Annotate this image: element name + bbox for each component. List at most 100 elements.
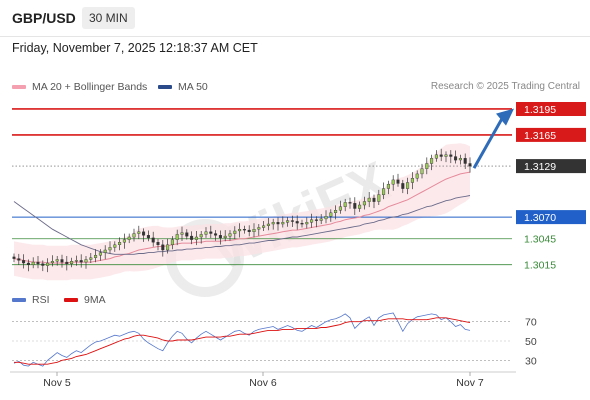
candle-body [386, 183, 390, 189]
candle-body [372, 197, 376, 202]
candle-body [252, 228, 256, 232]
candle-body [94, 254, 98, 258]
candle-body [36, 261, 40, 265]
level-label-box-pivot [516, 210, 586, 225]
candle-body [295, 221, 299, 224]
candle-body [262, 225, 266, 228]
candle-body [420, 168, 424, 175]
candle-body [26, 262, 30, 265]
candle-body [89, 257, 93, 260]
candle-body [468, 163, 472, 167]
moving-averages [13, 171, 471, 264]
legend-9ma-label: 9MA [84, 294, 106, 306]
candle-body [74, 260, 78, 262]
rsi-tick-label: 70 [525, 317, 537, 329]
candle-body [161, 244, 165, 251]
bollinger-fill [14, 143, 470, 281]
forecast-arrow-head [496, 108, 514, 126]
candle-body [190, 235, 194, 240]
candle-body [137, 231, 141, 234]
rsi-ma9-line [14, 317, 471, 365]
candle-body [430, 158, 434, 164]
timeframe-button[interactable]: 30 MIN [82, 7, 135, 29]
legend-rsi-label: RSI [32, 294, 50, 306]
candle-body [406, 182, 410, 189]
candle-body [324, 216, 328, 220]
candle-body [170, 239, 174, 246]
ma20-swatch [12, 85, 26, 90]
level-label-resistance: 1.3195 [524, 104, 556, 116]
level-lines [12, 108, 512, 266]
candle-body [305, 222, 309, 225]
candle-body [103, 249, 107, 253]
candle-body [31, 261, 35, 265]
rsi-tick-label: 30 [525, 355, 537, 367]
candle-body [334, 209, 338, 213]
legend-ma50: MA 50 [158, 81, 208, 93]
level-label-resistance: 1.3165 [524, 130, 556, 142]
candle-body [223, 235, 227, 239]
candle-body [314, 219, 318, 221]
candle-body [84, 259, 88, 263]
candle-body [204, 231, 208, 235]
candle-body [247, 229, 251, 233]
legend-ma20-label: MA 20 + Bollinger Bands [32, 81, 148, 93]
candle-body [348, 202, 352, 204]
x-tick-label: Nov 6 [249, 377, 277, 389]
candle-body [122, 239, 126, 243]
candle-body [271, 222, 275, 225]
candle-body [209, 231, 213, 234]
level-label-box-resistance [516, 127, 586, 142]
candle-body [214, 233, 218, 236]
forecast-arrow [472, 108, 514, 169]
candle-body [55, 259, 59, 262]
candle-body [286, 220, 290, 223]
candle-body [434, 154, 438, 159]
ma50-swatch [158, 85, 172, 90]
candle-body [108, 247, 112, 251]
candle-body [454, 156, 458, 161]
candle-body [391, 179, 395, 185]
level-label-last: 1.3129 [524, 161, 556, 173]
candle-body [70, 261, 74, 265]
x-axis: Nov 5 Nov 6 Nov 7 [10, 371, 516, 389]
ma50-line [13, 195, 471, 255]
candle-body [180, 232, 184, 235]
level-label-pivot: 1.3070 [524, 212, 556, 224]
candle-body [151, 237, 155, 243]
bollinger-bands [14, 143, 470, 281]
candle-body [242, 228, 246, 231]
legend-ma20: MA 20 + Bollinger Bands [12, 81, 147, 93]
ma9-swatch [64, 298, 78, 303]
candle-body [50, 261, 54, 264]
candle-body [146, 235, 150, 239]
rsi-panel: 70 50 30 [12, 312, 537, 367]
candle-body [439, 154, 443, 157]
candle-body [113, 244, 117, 248]
candle-body [281, 222, 285, 225]
candle-body [458, 158, 462, 161]
candle-body [319, 218, 323, 221]
candle-body [228, 233, 232, 237]
candle-body [362, 201, 366, 206]
candle-body [358, 204, 362, 209]
candle-body [329, 212, 333, 217]
level-label-box-resistance [516, 102, 586, 116]
candle-body [463, 158, 467, 164]
level-label-box-last [516, 159, 586, 174]
candle-body [367, 197, 371, 202]
ma20-line [13, 171, 471, 264]
rsi-tick-label: 50 [525, 336, 537, 348]
level-label-support: 1.3015 [524, 260, 556, 272]
legend-9ma: 9MA [64, 294, 106, 306]
x-tick-label: Nov 7 [456, 377, 484, 389]
rsi-line [13, 312, 471, 367]
datetime-label: Friday, November 7, 2025 12:18:37 AM CET [12, 41, 258, 55]
candle-body [166, 244, 170, 251]
candle-body [199, 234, 203, 238]
candle-body [377, 194, 381, 202]
candle-body [175, 234, 179, 240]
candle-body [185, 232, 189, 237]
candle-body [257, 227, 261, 230]
